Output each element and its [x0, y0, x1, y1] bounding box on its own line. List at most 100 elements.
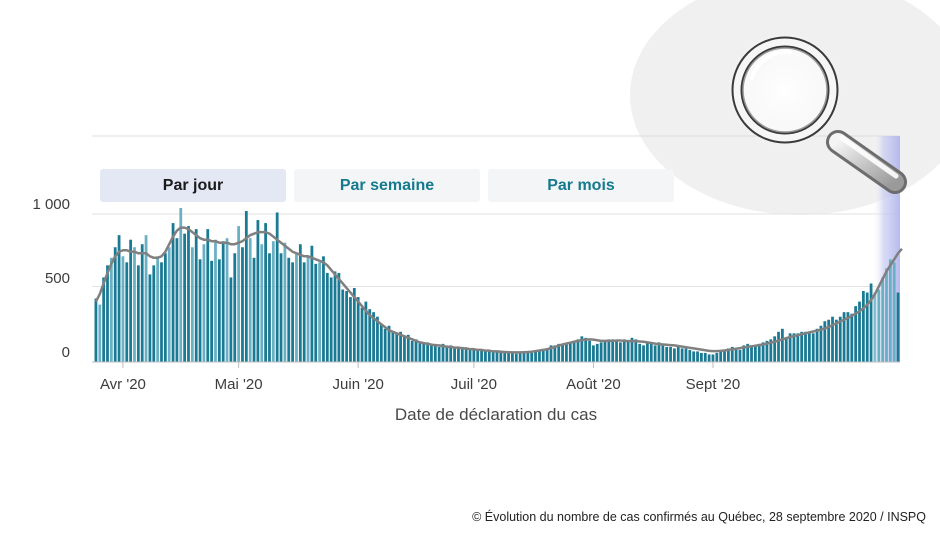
bar: [811, 333, 815, 362]
y-tick-label: 0: [62, 344, 70, 361]
bar: [881, 277, 885, 362]
bar: [464, 348, 468, 362]
bar: [144, 235, 148, 362]
bars-group: [94, 207, 877, 362]
bar: [592, 345, 595, 362]
bar: [183, 233, 187, 362]
tab-par-jour[interactable]: Par jour: [100, 169, 286, 202]
bar: [487, 350, 491, 362]
bar: [626, 340, 630, 362]
bar: [399, 331, 402, 362]
bar: [190, 247, 194, 362]
bar: [588, 340, 591, 362]
bar: [160, 262, 163, 362]
bar: [279, 253, 283, 362]
bar: [106, 265, 109, 362]
bar: [688, 349, 692, 362]
tab-par-semaine[interactable]: Par semaine: [294, 169, 480, 202]
bar: [507, 351, 510, 362]
bar: [194, 229, 198, 362]
bar: [638, 343, 642, 362]
bar: [673, 348, 676, 362]
bar: [734, 349, 738, 362]
bar: [522, 352, 526, 362]
bar: [121, 256, 125, 362]
bar: [742, 345, 746, 362]
bar: [391, 331, 395, 362]
bar: [217, 259, 221, 362]
moving-average-line: [94, 226, 903, 354]
bar: [352, 288, 356, 362]
x-tick-label: Mai '20: [215, 376, 263, 393]
bar: [356, 297, 360, 362]
bar: [341, 289, 345, 362]
bar: [568, 342, 572, 362]
bar: [376, 316, 379, 362]
bar: [322, 256, 325, 362]
bar: [888, 259, 892, 362]
bar: [441, 343, 445, 362]
bar: [241, 247, 244, 362]
tab-par-mois[interactable]: Par mois: [488, 169, 674, 202]
bar: [565, 343, 568, 362]
bar: [831, 316, 834, 362]
bar: [761, 342, 765, 362]
bar: [827, 319, 831, 362]
bar: [896, 292, 900, 362]
bar: [484, 351, 487, 362]
bar: [750, 345, 753, 362]
bar: [387, 325, 391, 362]
bar: [437, 346, 441, 362]
bar: [337, 272, 341, 362]
bar: [98, 304, 102, 362]
bar: [233, 253, 237, 362]
bar: [198, 259, 202, 362]
bar: [148, 274, 152, 362]
bar: [850, 313, 854, 362]
bar: [727, 348, 730, 362]
bar: [133, 247, 136, 362]
bar: [649, 343, 653, 362]
bar: [503, 352, 507, 362]
bar: [858, 301, 861, 362]
bar: [117, 235, 121, 362]
bar: [310, 245, 314, 362]
bar: [252, 257, 256, 362]
bar: [264, 223, 267, 362]
bar: [202, 244, 206, 362]
bar: [838, 316, 842, 362]
bar: [167, 247, 171, 362]
x-tick-label: Sept '20: [686, 376, 741, 393]
bar: [283, 242, 287, 362]
y-tick-label: 500: [45, 270, 70, 287]
bar: [599, 342, 603, 362]
x-axis-ticks: Avr '20 Mai '20 Juin '20 Juil '20 Août '20 Se…: [100, 362, 740, 393]
bar: [538, 349, 541, 362]
bar: [572, 340, 576, 362]
bar: [140, 244, 144, 362]
bar: [545, 348, 549, 362]
bar: [511, 352, 514, 362]
bar: [549, 345, 553, 362]
bar: [541, 349, 545, 362]
bar: [491, 351, 495, 362]
bar: [661, 345, 665, 362]
bar: [892, 262, 896, 362]
bar: [669, 346, 672, 362]
bar: [306, 256, 310, 362]
bar: [684, 348, 688, 362]
bar: [584, 337, 588, 362]
bar: [179, 207, 183, 362]
bar: [854, 306, 858, 362]
bar: [275, 212, 279, 362]
bar: [433, 343, 437, 362]
x-tick-label: Juin '20: [333, 376, 384, 393]
bar: [395, 333, 399, 362]
bar: [210, 260, 214, 362]
bar: [152, 265, 156, 362]
bar: [163, 253, 167, 362]
y-axis-ticks: 0 500 1 000: [32, 196, 70, 361]
bar: [403, 336, 406, 362]
bar: [418, 342, 422, 362]
